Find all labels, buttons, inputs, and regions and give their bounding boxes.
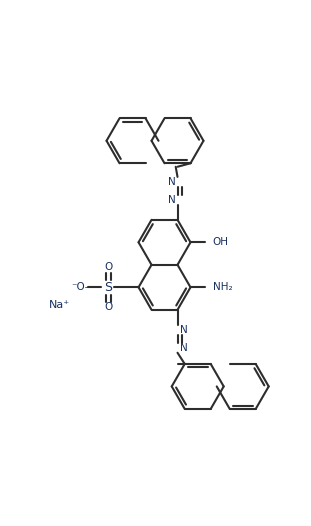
Text: Na⁺: Na⁺	[49, 300, 70, 310]
Text: NH₂: NH₂	[213, 282, 233, 292]
Text: OH: OH	[213, 237, 229, 247]
Text: N: N	[168, 177, 175, 187]
Text: ⁻O–: ⁻O–	[71, 282, 90, 292]
Text: N: N	[180, 343, 188, 353]
Text: N: N	[180, 325, 188, 335]
Text: N: N	[168, 195, 175, 205]
Text: O: O	[105, 262, 113, 272]
Text: S: S	[104, 281, 112, 294]
Text: O: O	[105, 302, 113, 312]
